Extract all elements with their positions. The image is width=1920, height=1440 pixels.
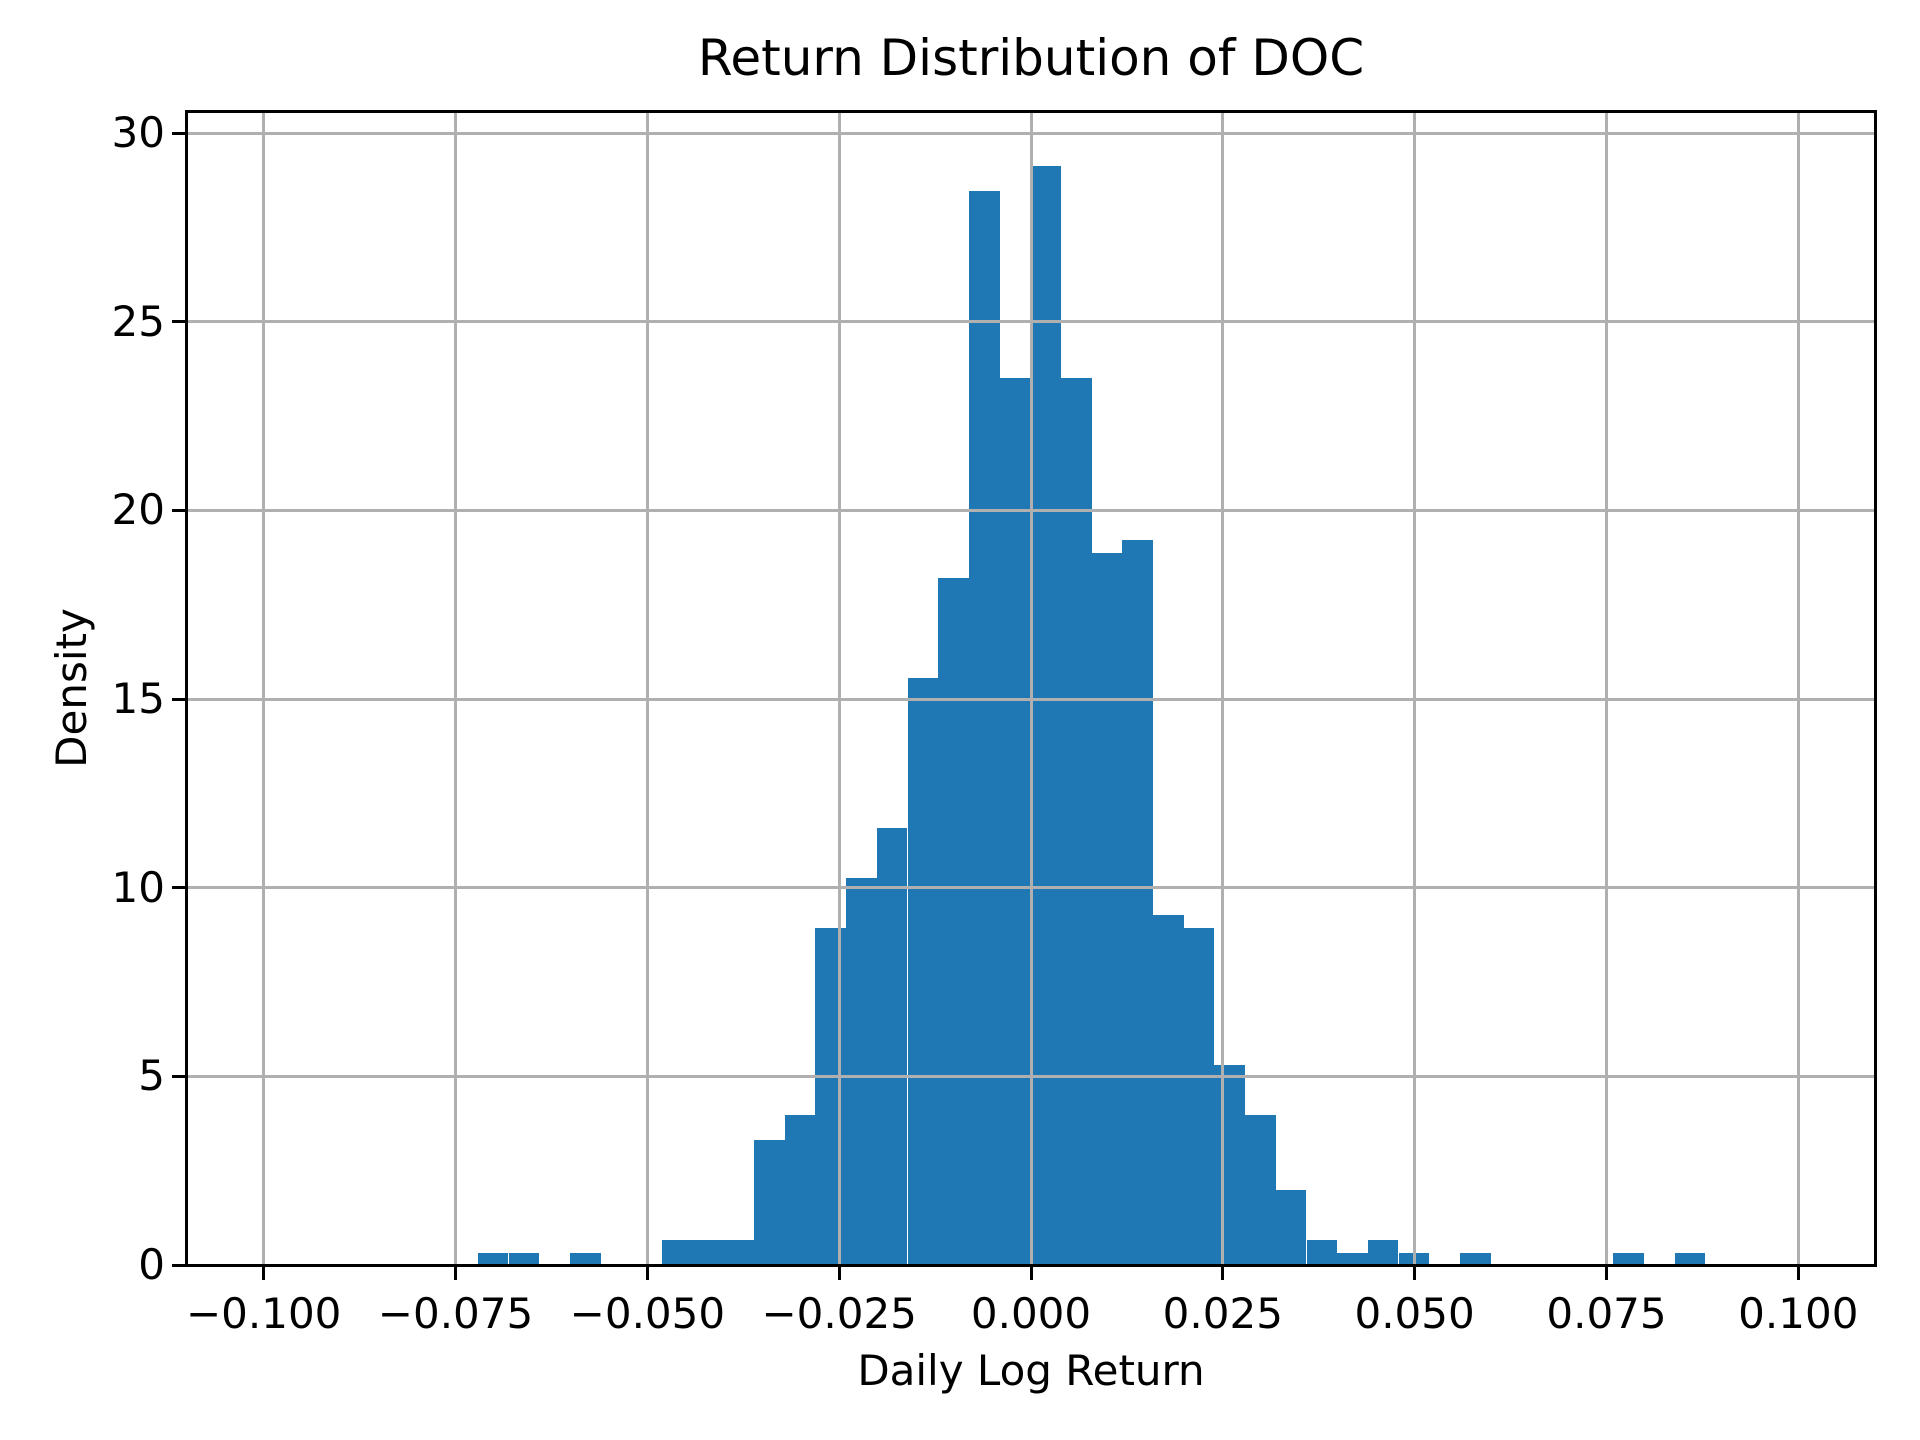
gridline-horizontal: [187, 697, 1875, 701]
gridline-vertical: [1221, 112, 1225, 1265]
histogram-bar: [938, 578, 969, 1265]
gridline-vertical: [1605, 112, 1608, 1265]
y-tick-mark: [172, 320, 186, 324]
y-tick-label: 5: [138, 1051, 165, 1101]
x-tick-mark: [454, 1266, 457, 1280]
histogram-bar: [1060, 378, 1092, 1265]
histogram-bar: [968, 190, 1000, 1265]
histogram-bar: [1613, 1252, 1645, 1265]
x-tick-mark: [1221, 1266, 1225, 1280]
gridline-horizontal: [187, 320, 1875, 324]
y-tick-mark: [172, 1074, 186, 1078]
histogram-bar: [846, 877, 877, 1265]
x-tick-mark: [837, 1266, 841, 1280]
plot-border: [185, 110, 1877, 1267]
y-tick-label: 10: [111, 862, 165, 912]
x-tick-label: −0.075: [377, 1289, 534, 1338]
gridline-horizontal: [187, 1074, 1875, 1078]
x-tick-mark: [1029, 1266, 1033, 1280]
histogram-bar: [1122, 540, 1153, 1265]
x-tick-label: 0.100: [1738, 1289, 1859, 1338]
y-tick-mark: [172, 886, 186, 890]
x-tick-label: 0.050: [1354, 1289, 1475, 1338]
histogram-bar: [723, 1240, 754, 1265]
x-tick-mark: [1796, 1266, 1800, 1280]
gridline-vertical: [645, 112, 649, 1265]
x-tick-label: −0.100: [185, 1289, 342, 1338]
y-tick-label: 15: [111, 674, 165, 724]
x-axis-label: Daily Log Return: [857, 1346, 1205, 1395]
gridline-vertical: [1796, 112, 1800, 1265]
gridline-horizontal: [187, 508, 1875, 512]
histogram-bar: [907, 677, 939, 1265]
histogram-bar: [569, 1252, 601, 1265]
gridline-vertical: [1413, 112, 1417, 1265]
y-tick-mark: [172, 131, 186, 135]
histogram-bar: [1030, 165, 1061, 1265]
gridline-vertical: [1029, 112, 1033, 1265]
x-tick-mark: [1605, 1266, 1608, 1280]
histogram-bar: [1091, 553, 1123, 1265]
histogram-bar: [1245, 1115, 1276, 1265]
gridline-vertical: [262, 112, 266, 1265]
x-tick-label: 0.000: [970, 1289, 1092, 1338]
histogram-bar: [1275, 1189, 1307, 1265]
histogram-bar: [1153, 915, 1184, 1265]
histogram-bar: [1183, 927, 1215, 1265]
histogram-bar: [508, 1252, 540, 1265]
chart-title: Return Distribution of DOC: [697, 29, 1365, 87]
y-tick-label: 20: [111, 485, 165, 535]
y-tick-mark: [172, 697, 186, 701]
x-tick-mark: [262, 1266, 266, 1280]
x-tick-label: 0.075: [1546, 1289, 1667, 1338]
gridline-vertical: [837, 112, 841, 1265]
y-tick-mark: [172, 1263, 186, 1267]
x-tick-label: −0.025: [761, 1289, 917, 1338]
histogram-bar: [876, 827, 908, 1265]
y-tick-label: 0: [138, 1240, 165, 1289]
histogram-bar: [1306, 1240, 1338, 1265]
histogram-bar: [1459, 1252, 1491, 1265]
histogram-bar: [754, 1140, 785, 1265]
histogram-bar: [999, 378, 1031, 1265]
y-tick-mark: [172, 508, 186, 512]
histogram-bar: [815, 927, 847, 1265]
histogram-bar: [1337, 1252, 1368, 1265]
histogram-bar: [1367, 1240, 1399, 1265]
gridline-horizontal: [187, 131, 1875, 135]
histogram-bar: [692, 1240, 724, 1265]
x-tick-mark: [1413, 1266, 1417, 1280]
x-tick-label: 0.025: [1162, 1289, 1283, 1338]
gridline-horizontal: [187, 886, 1875, 890]
histogram-bar: [1674, 1252, 1706, 1265]
histogram-bar: [477, 1252, 509, 1265]
gridline-vertical: [454, 112, 457, 1265]
histogram-bar: [661, 1240, 693, 1265]
x-tick-label: −0.050: [569, 1289, 726, 1338]
y-tick-label: 30: [111, 108, 165, 158]
histogram-bar: [1214, 1065, 1246, 1265]
x-tick-mark: [645, 1266, 649, 1280]
y-tick-label: 25: [111, 296, 165, 346]
histogram-bar: [784, 1115, 816, 1265]
